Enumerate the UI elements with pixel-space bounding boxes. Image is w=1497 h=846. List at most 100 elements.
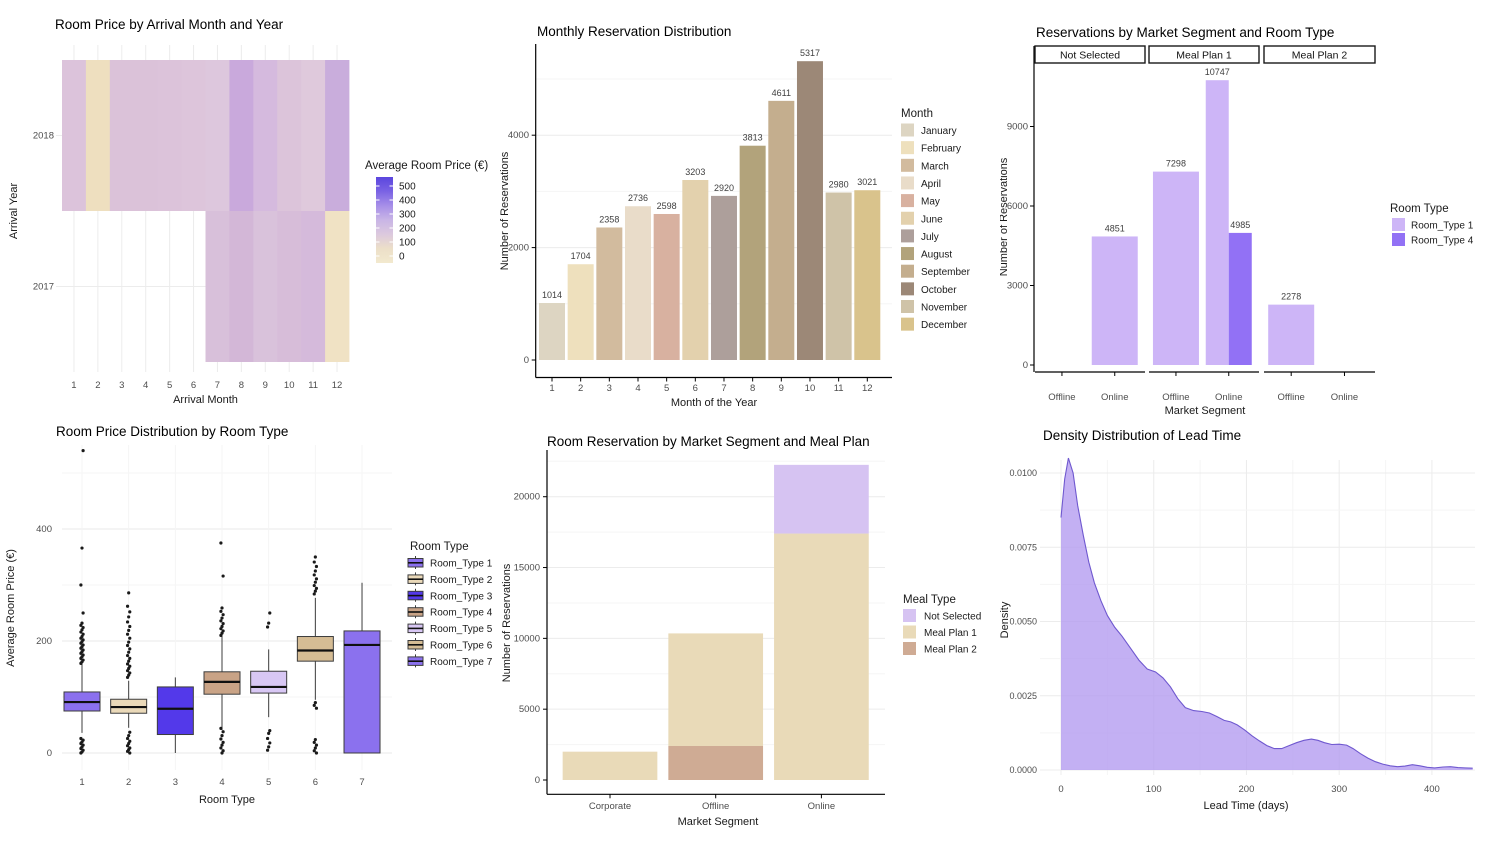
- legend: Average Room Price (€) 500 400 300 200 100 0: [365, 160, 488, 263]
- legend-label: February: [921, 144, 961, 155]
- outlier-point: [219, 609, 223, 613]
- outlier-point: [79, 736, 83, 741]
- heatmap-cell: [133, 60, 159, 211]
- heatmap-cell: [229, 211, 254, 362]
- heatmap-cell: [253, 211, 278, 362]
- outlier-point: [127, 615, 131, 619]
- outlier-point: [127, 591, 131, 595]
- outlier-point: [219, 541, 223, 545]
- y-axis-label: Density: [1000, 601, 1011, 638]
- legend-key: Room_Type 5: [407, 621, 493, 635]
- outlier-point: [81, 738, 85, 742]
- y-axis-label: Average Room Price (€): [5, 549, 17, 667]
- tick-label: 11: [834, 383, 844, 394]
- legend-label: August: [921, 250, 952, 261]
- tick-label: 7: [359, 777, 364, 788]
- outlier-point: [268, 729, 272, 733]
- tick-label: 3: [607, 383, 612, 394]
- stack-segment-meal-plan-1: [774, 533, 869, 780]
- outlier-point: [312, 573, 316, 577]
- outlier-point: [268, 741, 272, 745]
- tick-label: 400: [36, 524, 52, 535]
- bar-value-label: 3203: [685, 167, 705, 177]
- legend-label: Not Selected: [924, 612, 981, 623]
- legend-label: October: [921, 285, 957, 296]
- outlier-point: [81, 643, 85, 647]
- boxplot-room_type-5: [250, 611, 288, 752]
- legend-swatch: [901, 300, 914, 313]
- legend-gradient-bar: [376, 177, 393, 263]
- facet-panel: Meal Plan 1 Offline 7298 Online 10747 4985: [1148, 45, 1260, 403]
- axes: 0 100 200 300 400 0.0000 0.0025 0.0050 0.0075 0.0…: [1000, 468, 1440, 812]
- legend-label: Room_Type 5: [430, 624, 493, 635]
- tick-label: Offline: [1162, 392, 1189, 403]
- bar-value-label: 1014: [542, 290, 562, 300]
- tick-label: 4: [143, 380, 148, 391]
- tick-label: 0: [1058, 784, 1063, 795]
- box: [250, 670, 288, 694]
- tick-label: 11: [308, 380, 318, 391]
- axes: 0 5000 10000 15000 20000 Corporate Offline Onli…: [501, 450, 885, 828]
- tick-label: 4: [219, 777, 224, 788]
- outlier-point: [221, 574, 225, 578]
- tick-label: 7: [721, 383, 726, 394]
- tick-label: 0: [524, 355, 529, 366]
- bar-value-label: 4985: [1230, 220, 1250, 230]
- box: [203, 671, 241, 695]
- facet-strip-label: Meal Plan 1: [1176, 50, 1232, 62]
- facet-panel: Meal Plan 2 Offline 2278 Online: [1263, 45, 1376, 403]
- legend-label: Room_Type 4: [430, 608, 493, 619]
- outlier-point: [128, 656, 132, 660]
- outlier-point: [219, 737, 223, 741]
- bar-value-label: 2358: [599, 214, 619, 224]
- density-area: [1061, 458, 1473, 770]
- tick-label: 12: [862, 383, 873, 394]
- legend-label: Room_Type 1: [430, 559, 493, 570]
- outlier-point: [312, 583, 316, 588]
- boxplot-plot: 0 200 400 1 2 3 4 5 6 7 Room Type Average Room Pric…: [5, 445, 493, 806]
- tick-label: 4: [635, 383, 640, 394]
- tick-label: 10: [805, 383, 816, 394]
- outlier-point: [81, 611, 85, 615]
- tick-label: Online: [1215, 392, 1242, 403]
- outlier-point: [125, 604, 130, 608]
- outlier-point: [127, 734, 131, 738]
- outlier-point: [127, 659, 131, 663]
- outlier-point: [125, 643, 130, 648]
- tick-label: Corporate: [589, 801, 631, 812]
- legend-swatch: [901, 123, 914, 137]
- bars: [562, 464, 869, 780]
- legend-swatch: [901, 247, 914, 261]
- bar-month-6: [682, 179, 709, 360]
- outlier-point: [81, 743, 85, 747]
- x-axis-label: Market Segment: [1165, 405, 1246, 417]
- y-axis-label: Number of Reservations: [1000, 157, 1010, 276]
- tick-label: 100: [399, 238, 416, 249]
- legend: Room Type Room_Type 1 Room_Type 4: [1390, 203, 1474, 247]
- tick-label: 400: [1424, 784, 1440, 795]
- x-axis-label: Month of the Year: [671, 397, 758, 409]
- tick-label: 2: [578, 383, 583, 394]
- tick-label: 0.0100: [1009, 468, 1037, 478]
- outlier-point: [313, 569, 317, 573]
- legend-swatch: [901, 229, 914, 243]
- outlier-point: [314, 751, 319, 755]
- legend-key: Room_Type 1: [407, 556, 493, 570]
- tick-label: 6: [693, 383, 698, 394]
- facet-strip: [1263, 45, 1376, 64]
- legend-swatch: [901, 282, 914, 296]
- outlier-point: [128, 751, 132, 755]
- outlier-point: [221, 730, 225, 734]
- stack-segment-meal-plan-1: [668, 633, 764, 747]
- legend-label: Meal Plan 2: [924, 645, 977, 656]
- legend: Month January February March April May June Jul…: [901, 108, 971, 331]
- tick-label: Online: [1101, 392, 1128, 403]
- tick-label: 400: [399, 196, 416, 207]
- outlier-point: [127, 640, 131, 644]
- tick-label: 15000: [514, 563, 540, 574]
- tick-label: 0.0025: [1009, 691, 1037, 701]
- heatmap-cell: [325, 60, 350, 211]
- outlier-point: [128, 746, 132, 750]
- bar-month-4: [624, 206, 651, 360]
